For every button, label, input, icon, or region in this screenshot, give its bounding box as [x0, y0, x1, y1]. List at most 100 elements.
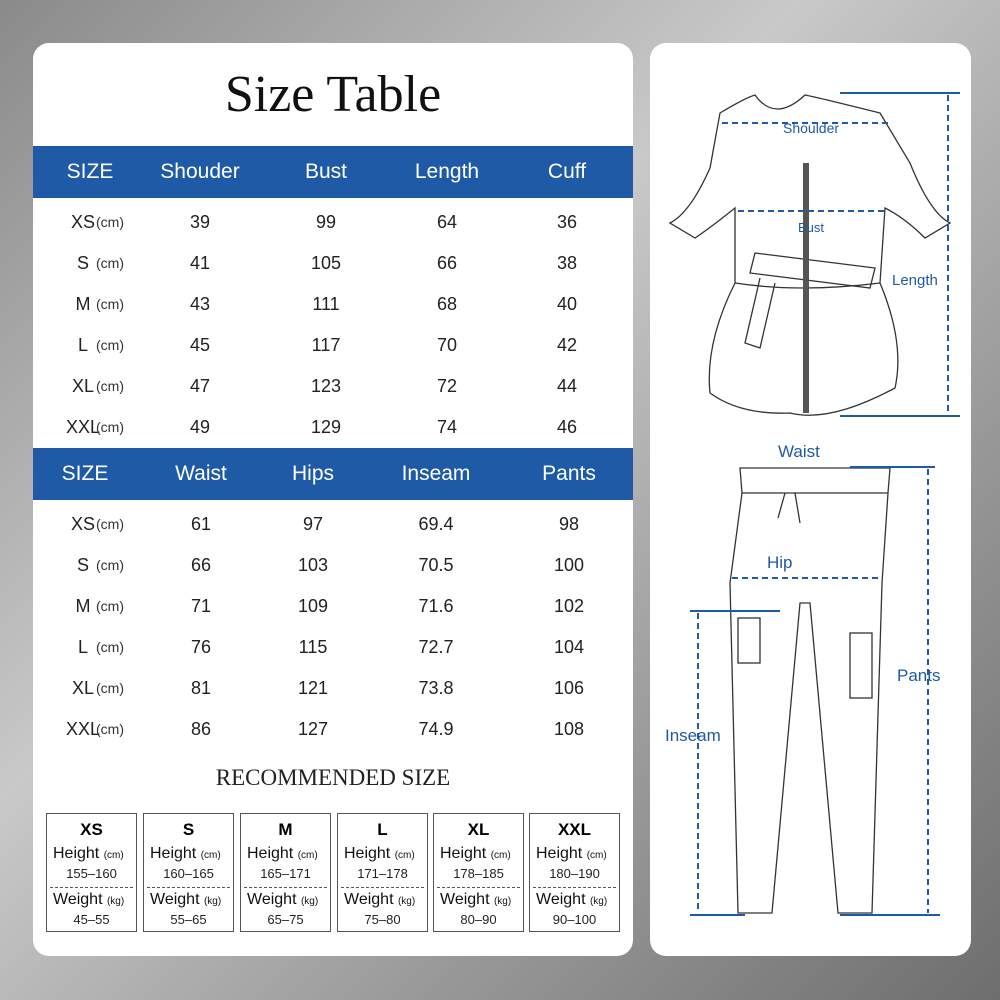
value-cell: 38 [556, 253, 578, 273]
value-cell: 47 [189, 376, 211, 396]
weight-range: 45–55 [73, 912, 110, 927]
measurement-diagram-card: Shoulder Bust Length Waist Hip Inseam Pa… [650, 43, 971, 956]
weight-label: Weight [440, 891, 490, 908]
size-label: XXL [557, 820, 592, 839]
value-cell: 41 [189, 253, 211, 273]
value-cell: 74 [436, 417, 458, 437]
value-cell: 117 [311, 335, 341, 355]
size-label: XS [80, 820, 103, 839]
weight-label: Weight [344, 891, 394, 908]
size-label: S [182, 820, 195, 839]
height-label: Height [150, 845, 197, 862]
value-cell: 86 [190, 719, 212, 739]
weight-unit: (kg) [493, 896, 512, 907]
value-cell: 97 [302, 514, 324, 534]
unit-label: (cm) [96, 337, 124, 353]
height-unit: (cm) [200, 850, 221, 861]
height-unit: (cm) [103, 850, 124, 861]
unit-label: (cm) [96, 214, 124, 230]
value-cell: 129 [310, 417, 342, 437]
table-row: M (cm) 71 109 71.6 102 [33, 586, 633, 627]
size-cell: XS [70, 514, 96, 534]
value-cell: 40 [556, 294, 578, 314]
recommended-title: RECOMMENDED SIZE [215, 765, 451, 790]
height-range: 160–165 [163, 866, 214, 881]
value-cell: 99 [315, 212, 337, 232]
recommended-size-box: XS Height (cm) 155–160 Weight (kg) 45–55 [46, 813, 137, 932]
value-cell: 69.4 [418, 514, 454, 534]
column-header: Bust [304, 160, 348, 183]
value-cell: 108 [553, 719, 585, 739]
recommended-size-box: M Height (cm) 165–171 Weight (kg) 65–75 [240, 813, 331, 932]
value-cell: 70.5 [418, 555, 454, 575]
value-cell: 66 [436, 253, 458, 273]
size-label: XL [467, 820, 490, 839]
value-cell: 61 [190, 514, 212, 534]
value-cell: 72 [436, 376, 458, 396]
divider [533, 887, 616, 888]
value-cell: 39 [189, 212, 211, 232]
unit-label: (cm) [96, 419, 124, 435]
value-cell: 72.7 [418, 637, 454, 657]
table-header: SIZE Waist Hips Inseam Pants [33, 448, 633, 500]
size-cell: S [76, 253, 90, 273]
height-range: 165–171 [260, 866, 311, 881]
value-cell: 123 [310, 376, 342, 396]
table-row: XL (cm) 47 123 72 44 [33, 366, 633, 407]
weight-label: Weight [536, 891, 586, 908]
weight-unit: (kg) [589, 896, 608, 907]
unit-label: (cm) [96, 378, 124, 394]
weight-unit: (kg) [397, 896, 416, 907]
column-header: Pants [542, 462, 596, 485]
value-cell: 100 [553, 555, 585, 575]
shoulder-label: Shoulder [783, 120, 840, 136]
inseam-label: Inseam [665, 726, 721, 745]
value-cell: 102 [553, 596, 585, 616]
height-unit: (cm) [490, 850, 511, 861]
value-cell: 46 [556, 417, 578, 437]
value-cell: 68 [436, 294, 458, 314]
height-unit: (cm) [586, 850, 607, 861]
hip-label: Hip [767, 553, 793, 572]
table-row: S (cm) 66 103 70.5 100 [33, 545, 633, 586]
table-row: XXL (cm) 86 127 74.9 108 [33, 709, 633, 750]
height-label: Height [440, 845, 487, 862]
table-row: M (cm) 43 111 68 40 [33, 284, 633, 325]
page-title: Size Table [224, 66, 442, 123]
value-cell: 64 [436, 212, 458, 232]
value-cell: 103 [297, 555, 329, 575]
divider [50, 887, 133, 888]
size-cell: L [77, 335, 89, 355]
weight-range: 75–80 [364, 912, 401, 927]
recommended-size-box: L Height (cm) 171–178 Weight (kg) 75–80 [337, 813, 428, 932]
height-unit: (cm) [394, 850, 415, 861]
weight-unit: (kg) [106, 896, 125, 907]
value-cell: 44 [556, 376, 578, 396]
weight-unit: (kg) [203, 896, 222, 907]
weight-range: 65–75 [267, 912, 304, 927]
size-cell: M [75, 294, 91, 314]
size-cell: S [76, 555, 90, 575]
size-cell: L [77, 637, 89, 657]
value-cell: 66 [190, 555, 212, 575]
size-cell: XXL [65, 719, 101, 739]
unit-label: (cm) [96, 680, 124, 696]
value-cell: 71.6 [418, 596, 454, 616]
value-cell: 71 [190, 596, 212, 616]
value-cell: 70 [436, 335, 458, 355]
column-header: Hips [291, 462, 335, 485]
size-label: L [377, 820, 388, 839]
divider [341, 887, 424, 888]
zipper-icon [803, 163, 809, 413]
length-label: Length [892, 272, 938, 289]
size-cell: XXL [65, 417, 101, 437]
unit-label: (cm) [96, 598, 124, 614]
column-header: SIZE [66, 160, 114, 183]
table-row: L (cm) 76 115 72.7 104 [33, 627, 633, 668]
pants-label: Pants [897, 666, 941, 685]
value-cell: 45 [189, 335, 211, 355]
unit-label: (cm) [96, 557, 124, 573]
unit-label: (cm) [96, 721, 124, 737]
table-row: XL (cm) 81 121 73.8 106 [33, 668, 633, 709]
column-header: Inseam [401, 462, 471, 485]
